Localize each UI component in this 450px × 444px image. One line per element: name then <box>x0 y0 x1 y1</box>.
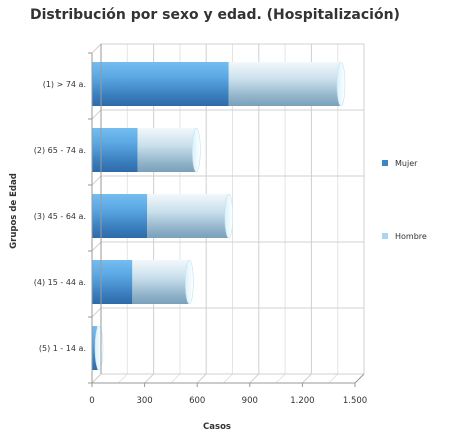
x-tick-label: 1.200 <box>290 396 314 406</box>
legend: Mujer Hombre <box>382 159 427 241</box>
row-separator-side <box>91 43 102 54</box>
bar-mujer-1 <box>92 62 229 106</box>
x-tick-labels: 0 300 600 900 1.200 1.500 <box>89 396 367 406</box>
row-separator-side <box>91 307 102 318</box>
row-separator-side <box>91 241 102 252</box>
chart-title: Distribución por sexo y edad. (Hospitali… <box>30 7 400 23</box>
x-axis-end-line <box>354 373 365 384</box>
bar-mujer-5 <box>92 326 98 370</box>
grid-floor-minor-line <box>170 373 181 384</box>
grid-floor-line <box>249 373 260 384</box>
x-tick-label: 300 <box>136 396 152 406</box>
legend-label-mujer: Mujer <box>395 159 418 168</box>
grid-floor-minor-line <box>223 373 233 384</box>
x-tick-label: 600 <box>189 396 205 406</box>
bar-hombre-1 <box>228 62 341 106</box>
bar-hombre-2 <box>137 128 197 172</box>
y-axis-title: Grupos de Edad <box>9 173 19 249</box>
x-tick-label: 900 <box>242 396 258 406</box>
legend-label-hombre: Hombre <box>395 232 427 241</box>
bar-hombre-3 <box>147 194 229 238</box>
grid-floor-line <box>144 373 154 384</box>
bar-cap-3 <box>224 193 234 239</box>
bar-mujer-4 <box>92 260 133 304</box>
legend-swatch-hombre <box>382 233 388 239</box>
bar-cap-2 <box>192 127 201 173</box>
grid-floor-minor-line <box>275 373 286 384</box>
bar-mujer-2 <box>92 128 138 172</box>
category-row-lines <box>91 43 364 384</box>
row-separator-side <box>91 373 102 384</box>
category-label: (1) > 74 a. <box>43 80 86 89</box>
grid-floor-minor-line <box>328 373 339 384</box>
bar-cap-1 <box>336 61 346 107</box>
row-separator-side <box>91 109 102 120</box>
bar-cap-4 <box>185 259 194 305</box>
category-label: (2) 65 - 74 a. <box>34 146 86 155</box>
bar-cap-5 <box>94 325 104 371</box>
grid-floor-line <box>302 373 312 384</box>
category-label: (5) 1 - 14 a. <box>39 344 86 353</box>
x-tick-label: 0 <box>89 396 94 406</box>
category-label: (3) 45 - 64 a. <box>34 212 86 221</box>
bars <box>92 61 346 371</box>
category-label: (4) 15 - 44 a. <box>34 278 86 287</box>
grid-floor-line <box>196 373 207 384</box>
bar-hombre-4 <box>132 260 190 304</box>
category-labels: (1) > 74 a. (2) 65 - 74 a. (3) 45 - 64 a. (… <box>34 80 86 353</box>
grid-floor-minor-line <box>117 373 128 384</box>
bar-mujer-3 <box>92 194 148 238</box>
x-axis-title: Casos <box>203 422 231 432</box>
row-separator-side <box>91 175 102 186</box>
axes <box>88 44 365 387</box>
legend-swatch-mujer <box>382 160 388 166</box>
x-tick-label: 1.500 <box>343 396 367 406</box>
